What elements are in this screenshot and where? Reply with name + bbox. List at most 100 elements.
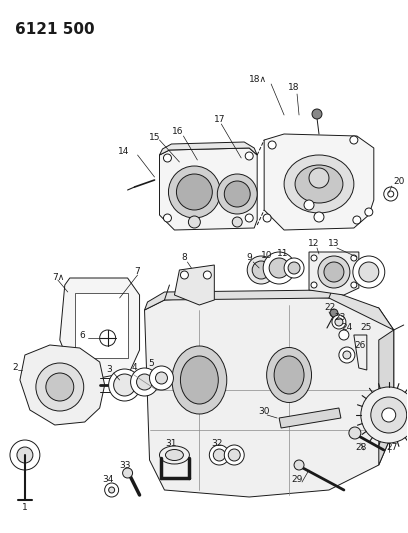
Circle shape: [100, 330, 115, 346]
Circle shape: [252, 261, 270, 279]
Circle shape: [269, 258, 289, 278]
Text: 13: 13: [328, 239, 340, 248]
Circle shape: [131, 368, 158, 396]
Text: 3: 3: [107, 366, 113, 375]
Circle shape: [105, 483, 119, 497]
Text: 1: 1: [22, 504, 28, 513]
Text: 11: 11: [277, 248, 289, 257]
Circle shape: [314, 212, 324, 222]
Circle shape: [188, 216, 200, 228]
Text: 2: 2: [12, 364, 18, 373]
Text: 15: 15: [149, 133, 160, 141]
Circle shape: [46, 373, 74, 401]
Circle shape: [263, 214, 271, 222]
Ellipse shape: [284, 155, 354, 213]
Circle shape: [176, 174, 212, 210]
Circle shape: [224, 445, 244, 465]
Polygon shape: [279, 408, 341, 428]
Circle shape: [351, 255, 357, 261]
Circle shape: [339, 330, 349, 340]
Polygon shape: [144, 295, 394, 497]
Circle shape: [17, 447, 33, 463]
Ellipse shape: [295, 165, 343, 203]
Circle shape: [149, 366, 173, 390]
Circle shape: [349, 427, 361, 439]
Polygon shape: [75, 293, 128, 358]
Text: 31: 31: [166, 439, 177, 448]
Text: 6: 6: [80, 330, 86, 340]
Text: 7: 7: [135, 268, 140, 277]
Circle shape: [247, 256, 275, 284]
Polygon shape: [60, 278, 140, 378]
Text: 20: 20: [394, 177, 405, 187]
Circle shape: [311, 282, 317, 288]
Circle shape: [10, 440, 40, 470]
Circle shape: [155, 372, 167, 384]
Ellipse shape: [267, 348, 311, 402]
Ellipse shape: [274, 356, 304, 394]
Text: 34: 34: [102, 475, 113, 484]
Polygon shape: [354, 335, 367, 370]
Circle shape: [164, 214, 171, 222]
Text: 18: 18: [288, 84, 300, 93]
Circle shape: [224, 181, 250, 207]
Circle shape: [180, 271, 188, 279]
Circle shape: [232, 217, 242, 227]
Circle shape: [228, 449, 240, 461]
Circle shape: [382, 408, 396, 422]
Circle shape: [343, 351, 351, 359]
Text: 17: 17: [213, 116, 225, 125]
Circle shape: [365, 208, 373, 216]
Text: 5: 5: [149, 359, 154, 367]
Polygon shape: [160, 148, 257, 230]
Text: 24: 24: [341, 324, 352, 333]
Text: 14: 14: [118, 148, 130, 157]
Circle shape: [311, 255, 317, 261]
Polygon shape: [20, 345, 105, 425]
Circle shape: [371, 397, 407, 433]
Ellipse shape: [166, 449, 184, 461]
Text: 9: 9: [246, 254, 252, 262]
Text: 29: 29: [291, 475, 303, 484]
Text: 28: 28: [355, 443, 366, 453]
Circle shape: [137, 374, 153, 390]
Circle shape: [384, 187, 398, 201]
Ellipse shape: [160, 446, 189, 464]
Polygon shape: [175, 265, 214, 305]
Circle shape: [284, 258, 304, 278]
Circle shape: [114, 374, 135, 396]
Circle shape: [318, 256, 350, 288]
Ellipse shape: [180, 356, 218, 404]
Circle shape: [109, 487, 115, 493]
Polygon shape: [144, 290, 394, 330]
Circle shape: [213, 449, 225, 461]
Text: 18∧: 18∧: [249, 76, 267, 85]
Circle shape: [304, 200, 314, 210]
Circle shape: [361, 387, 408, 443]
Circle shape: [350, 136, 358, 144]
Text: 8: 8: [182, 254, 187, 262]
Text: 22: 22: [324, 303, 335, 312]
Circle shape: [268, 141, 276, 149]
Text: 12: 12: [308, 239, 320, 248]
Circle shape: [294, 460, 304, 470]
Text: 33: 33: [119, 461, 130, 470]
Circle shape: [109, 369, 140, 401]
Circle shape: [36, 363, 84, 411]
Text: 6121 500: 6121 500: [15, 22, 95, 37]
Text: 30: 30: [258, 408, 270, 416]
Circle shape: [123, 468, 133, 478]
Circle shape: [169, 166, 220, 218]
Text: 7∧: 7∧: [52, 273, 64, 282]
Polygon shape: [309, 252, 359, 295]
Circle shape: [309, 168, 329, 188]
Polygon shape: [264, 134, 374, 230]
Circle shape: [353, 216, 361, 224]
Circle shape: [335, 318, 343, 326]
Polygon shape: [160, 142, 257, 155]
Circle shape: [324, 262, 344, 282]
Polygon shape: [379, 330, 394, 465]
Text: 32: 32: [212, 439, 223, 448]
Text: 23: 23: [334, 313, 345, 322]
Circle shape: [388, 191, 394, 197]
